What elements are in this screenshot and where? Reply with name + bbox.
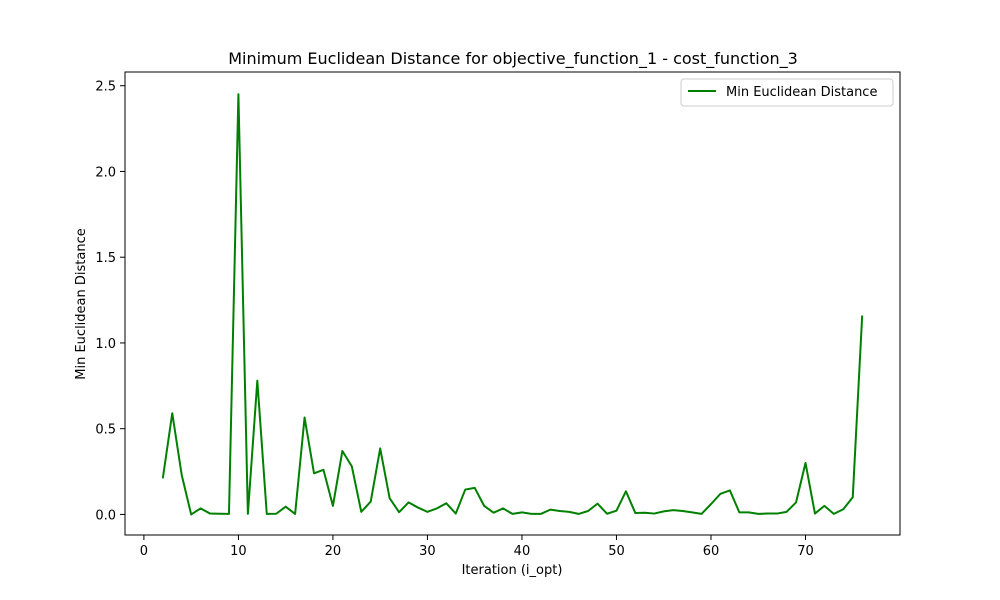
x-tick-label: 10 (230, 544, 247, 559)
legend: Min Euclidean Distance (680, 78, 894, 107)
x-tick-label: 40 (514, 544, 531, 559)
y-tick-label: 1.5 (95, 251, 116, 266)
y-tick-label: 2.5 (95, 80, 116, 95)
x-tick-label: 20 (325, 544, 342, 559)
y-tick-label: 1.0 (95, 337, 116, 352)
y-tick-label: 2.0 (95, 165, 116, 180)
x-axis-ticks: 0 10 20 30 40 50 60 70 (140, 535, 814, 559)
x-tick-label: 30 (419, 544, 436, 559)
y-axis-ticks: 0.0 0.5 1.0 1.5 2.0 2.5 (95, 80, 125, 523)
legend-entry-min-euclidean-distance: Min Euclidean Distance (726, 85, 877, 100)
x-tick-label: 70 (797, 544, 814, 559)
x-tick-label: 60 (703, 544, 720, 559)
series-line-min-euclidean-distance (161, 93, 864, 516)
y-tick-label: 0.0 (95, 508, 116, 523)
y-tick-label: 0.5 (95, 423, 116, 438)
plot-area (124, 71, 901, 536)
plot-frame (124, 71, 901, 536)
y-axis-label: Min Euclidean Distance (74, 228, 89, 379)
chart-title: Minimum Euclidean Distance for objective… (228, 49, 798, 69)
legend-box (680, 78, 894, 107)
x-tick-label: 50 (608, 544, 625, 559)
x-tick-label: 0 (140, 544, 148, 559)
x-axis-label: Iteration (i_opt) (462, 563, 563, 578)
